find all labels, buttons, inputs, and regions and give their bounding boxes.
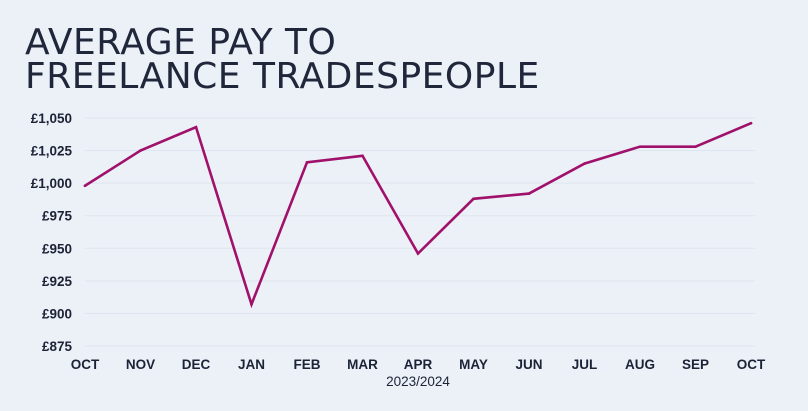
chart-title-line-1: AVERAGE PAY TO bbox=[25, 22, 337, 63]
x-tick-label: APR bbox=[404, 357, 433, 372]
y-tick-label: £900 bbox=[42, 306, 72, 321]
data-point bbox=[305, 160, 309, 164]
data-point bbox=[749, 121, 753, 125]
data-point bbox=[83, 184, 87, 188]
data-point bbox=[250, 303, 253, 306]
x-tick-label: JUN bbox=[515, 357, 542, 372]
x-axis-label: 2023/2024 bbox=[386, 374, 450, 389]
x-tick-label: OCT bbox=[737, 357, 766, 372]
data-point bbox=[472, 197, 475, 201]
x-tick-label: JUL bbox=[572, 357, 598, 372]
data-point bbox=[416, 252, 420, 255]
x-tick-label: JAN bbox=[238, 357, 265, 372]
data-point bbox=[638, 145, 642, 148]
data-point bbox=[139, 149, 142, 152]
chart-title-line-2: FREELANCE TRADESPEOPLE bbox=[25, 56, 540, 97]
y-tick-label: £1,025 bbox=[31, 144, 73, 159]
y-tick-label: £975 bbox=[42, 209, 73, 224]
x-tick-label: AUG bbox=[625, 357, 655, 372]
data-point bbox=[194, 125, 198, 129]
x-tick-label: MAR bbox=[347, 357, 378, 372]
y-tick-label: £925 bbox=[42, 274, 73, 289]
x-tick-label: MAY bbox=[459, 357, 488, 372]
x-tick-label: DEC bbox=[182, 357, 211, 372]
data-points bbox=[83, 121, 753, 306]
x-tick-label: OCT bbox=[71, 357, 100, 372]
data-point bbox=[527, 192, 531, 195]
x-axis-tick-labels: OCT NOV DEC JAN FEB MAR APR MAY JUN JUL AUG SEP OCT bbox=[71, 357, 766, 372]
data-point bbox=[361, 154, 364, 158]
x-tick-label: NOV bbox=[126, 357, 155, 372]
x-tick-label: SEP bbox=[682, 357, 709, 372]
y-tick-label: £1,050 bbox=[31, 111, 72, 126]
chart-title: AVERAGE PAY TO FREELANCE TRADESPEOPLE bbox=[25, 22, 540, 97]
y-axis-tick-labels: £875 £900 £925 £950 £975 £1,000 £1,025 £1,050 bbox=[31, 111, 73, 354]
data-point bbox=[583, 162, 586, 165]
x-tick-label: FEB bbox=[294, 357, 321, 372]
y-tick-label: £1,000 bbox=[31, 176, 72, 191]
y-tick-label: £875 bbox=[42, 339, 73, 354]
gridlines bbox=[85, 117, 755, 347]
y-tick-label: £950 bbox=[42, 241, 72, 256]
data-point bbox=[694, 145, 697, 148]
